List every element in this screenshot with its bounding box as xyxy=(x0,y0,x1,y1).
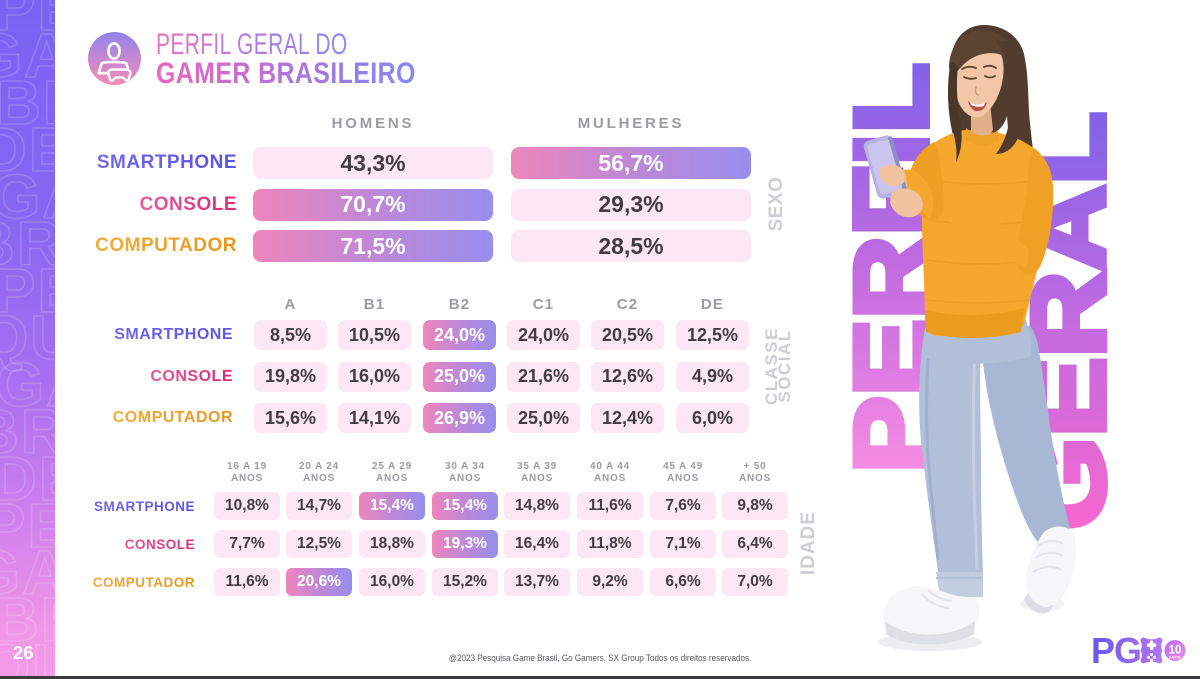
svg-text:ANOS: ANOS xyxy=(1169,656,1181,660)
svg-text:PG: PG xyxy=(1091,630,1141,671)
svg-text:10: 10 xyxy=(1169,645,1182,657)
